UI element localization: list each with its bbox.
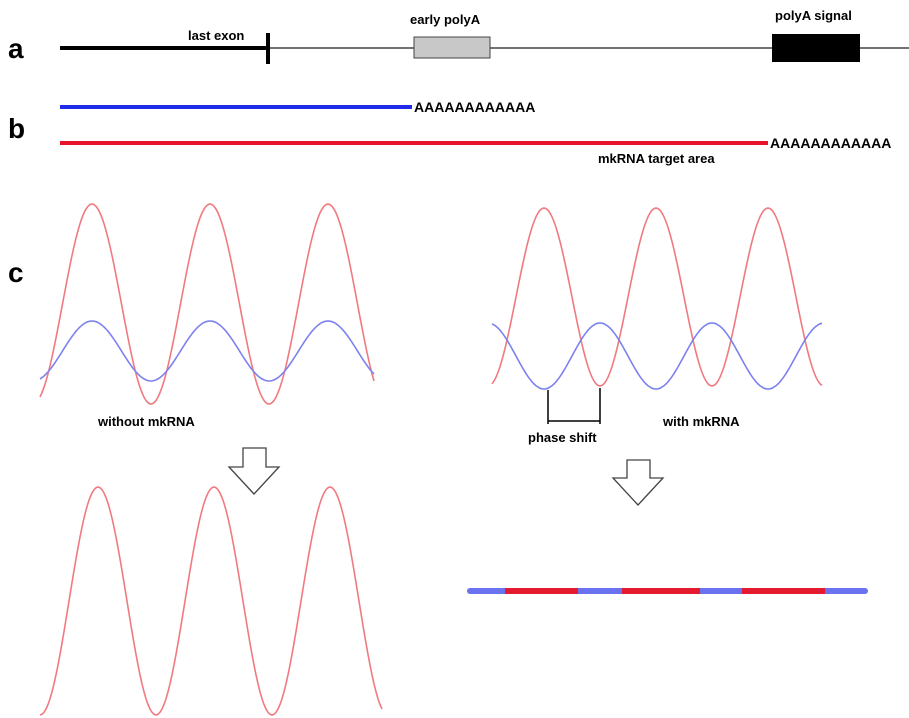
target-area-label: mkRNA target area: [598, 151, 715, 166]
early-polya-box: [413, 36, 491, 59]
panel-c: c without mkRNA phase shift with mkRNA: [8, 203, 868, 716]
panel-letter-c: c: [8, 257, 24, 288]
phase-shift-label: phase shift: [528, 430, 597, 445]
panel-a: a last exon early polyA polyA signal: [8, 8, 909, 64]
down-arrow-right-icon: [611, 459, 665, 506]
left-red-wave: [39, 203, 375, 405]
short-polya-tail: AAAAAAAAAAAA: [414, 99, 535, 115]
panel-letter-a: a: [8, 33, 24, 64]
down-arrow-left-icon: [227, 447, 281, 495]
polya-signal-box: [772, 34, 860, 62]
right-blue-wave: [491, 322, 823, 390]
with-mkrna-label: with mkRNA: [662, 414, 740, 429]
panel-b: b AAAAAAAAAAAA AAAAAAAAAAAA mkRNA target…: [8, 99, 891, 166]
long-polya-tail: AAAAAAAAAAAA: [770, 135, 891, 151]
panel-letter-b: b: [8, 113, 25, 144]
right-red-wave: [491, 207, 823, 387]
phase-shift-bracket: [547, 388, 601, 424]
polya-signal-label: polyA signal: [775, 8, 852, 23]
last-exon-label: last exon: [188, 28, 244, 43]
left-blue-wave: [39, 320, 375, 382]
without-mkrna-label: without mkRNA: [97, 414, 195, 429]
left-bottom-red-wave: [39, 486, 383, 716]
early-polya-label: early polyA: [410, 12, 481, 27]
